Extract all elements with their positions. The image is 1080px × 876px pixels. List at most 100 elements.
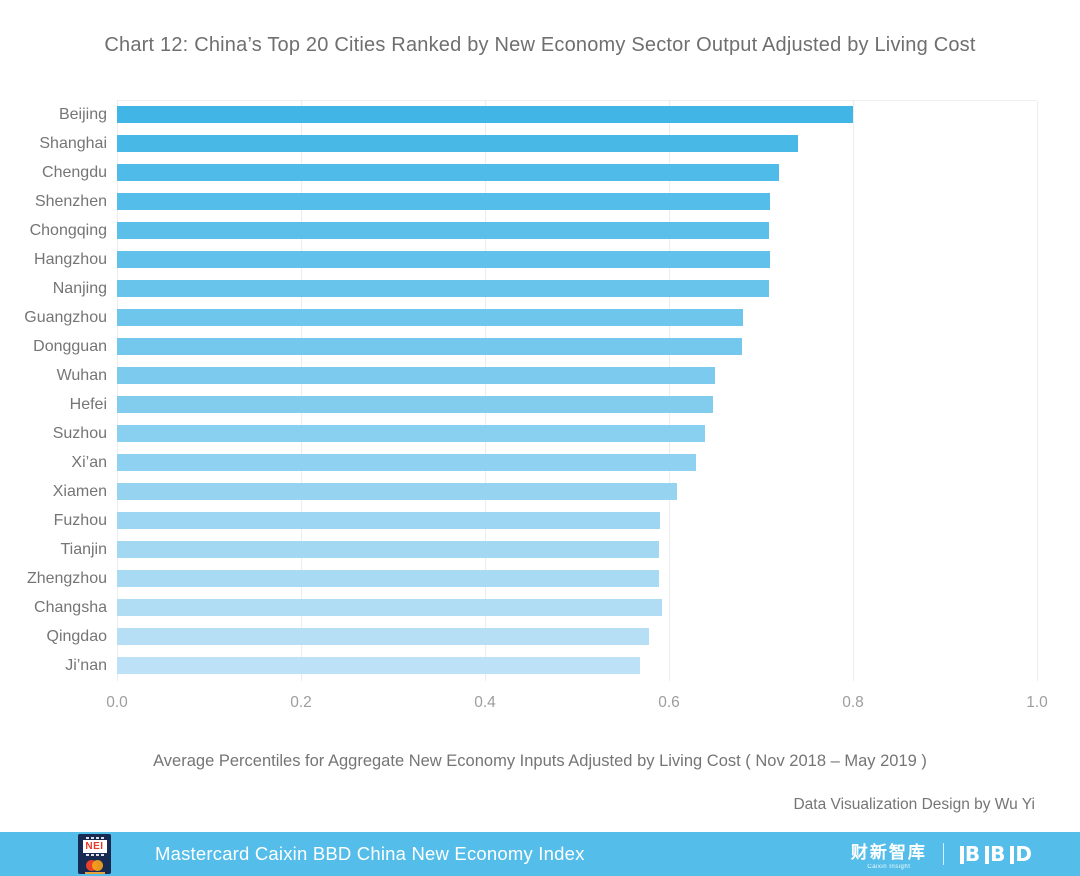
footer-logo-divider (942, 843, 944, 865)
bar-track (117, 599, 1037, 616)
bar-row: Chongqing (0, 216, 1080, 245)
bar-track (117, 280, 1037, 297)
gridline (485, 101, 486, 681)
caixin-insight-logo: 财新智库 Caixin Insight (851, 838, 927, 870)
chart-caption: Average Percentiles for Aggregate New Ec… (153, 752, 927, 770)
bar-row: Nanjing (0, 274, 1080, 303)
bar-track (117, 396, 1037, 413)
bar-row: Changsha (0, 593, 1080, 622)
bar-track (117, 628, 1037, 645)
bar-label: Wuhan (56, 366, 107, 384)
bar-row: Hefei (0, 390, 1080, 419)
bar-label: Beijing (58, 105, 107, 123)
bar-track (117, 425, 1037, 442)
bar-row: Beijing (0, 100, 1080, 129)
bar-label: Qingdao (46, 627, 108, 645)
bbd-logo-letter: B (985, 844, 1005, 864)
bar-track (117, 483, 1037, 500)
nei-logo-text: NEI (82, 840, 107, 853)
bar-track (117, 454, 1037, 471)
bar-label: Xiamen (52, 482, 107, 500)
bar (117, 135, 798, 152)
bar (117, 367, 715, 384)
bar-label: Chengdu (42, 163, 107, 181)
caixin-logo-text: 财新智库 (850, 843, 927, 862)
bar (117, 483, 678, 500)
bar-track (117, 164, 1037, 181)
bar-track (117, 367, 1037, 384)
bar-row: Wuhan (0, 361, 1080, 390)
footer: NEI Mastercard Caixin BBD China New Econ… (0, 832, 1080, 876)
bbd-logo-letter: B (959, 844, 980, 864)
bar-label: Ji’nan (65, 656, 107, 674)
bar-track (117, 541, 1037, 558)
bar-track (117, 570, 1037, 587)
gridline (1037, 101, 1038, 681)
bar-row: Guangzhou (0, 303, 1080, 332)
bar (117, 628, 649, 645)
bar-row: Xi’an (0, 448, 1080, 477)
bar-label: Hangzhou (34, 250, 107, 268)
bar-rows: Beijing Shanghai Chengdu Shenzhen Chongqing H… (0, 100, 1080, 680)
bar (117, 570, 659, 587)
bar-label: Hefei (69, 395, 107, 413)
bar-track (117, 106, 1037, 123)
bar-row: Chengdu (0, 158, 1080, 187)
bar-row: Shenzhen (0, 187, 1080, 216)
bar-label: Zhengzhou (26, 569, 107, 587)
bar (117, 338, 742, 355)
bar-row: Zhengzhou (0, 564, 1080, 593)
bar-label: Fuzhou (53, 511, 107, 529)
caixin-logo-subtext: Caixin Insight (867, 864, 911, 870)
x-tick-label: 0.0 (106, 694, 128, 711)
bar-row: Shanghai (0, 129, 1080, 158)
bar-label: Changsha (34, 598, 107, 616)
bar-label: Xi’an (71, 453, 107, 471)
bar-row: Fuzhou (0, 506, 1080, 535)
bar-label: Dongguan (33, 337, 107, 355)
bar (117, 541, 659, 558)
plot-area (117, 100, 1038, 681)
mastercard-circles-icon (86, 860, 103, 871)
bar-track (117, 309, 1037, 326)
bar (117, 164, 780, 181)
gridline (853, 101, 854, 681)
bar (117, 657, 640, 674)
bar-row: Ji’nan (0, 651, 1080, 680)
bar-track (117, 657, 1037, 674)
bar (117, 396, 714, 413)
bar-track (117, 135, 1037, 152)
bar-row: Suzhou (0, 419, 1080, 448)
bar-track (117, 222, 1037, 239)
nei-logo: NEI (78, 834, 111, 874)
x-tick-label: 0.8 (842, 694, 864, 711)
nei-logo-stripes-top (85, 837, 104, 839)
bar-row: Hangzhou (0, 245, 1080, 274)
bar-track (117, 338, 1037, 355)
gridline (669, 101, 670, 681)
x-tick-label: 1.0 (1026, 694, 1048, 711)
nei-logo-stripes-bottom (85, 854, 104, 856)
chart-title: Chart 12: China’s Top 20 Cities Ranked b… (104, 34, 976, 56)
bar-row: Qingdao (0, 622, 1080, 651)
bar (117, 251, 771, 268)
bar-track (117, 251, 1037, 268)
bar-row: Tianjin (0, 535, 1080, 564)
bar-track (117, 512, 1037, 529)
bar (117, 280, 770, 297)
bar-label: Nanjing (52, 279, 107, 297)
bar-row: Dongguan (0, 332, 1080, 361)
gridline (117, 101, 118, 681)
bar-label: Shenzhen (34, 192, 107, 210)
bar (117, 454, 696, 471)
x-tick-label: 0.6 (658, 694, 680, 711)
bar-label: Guangzhou (24, 308, 107, 326)
bar (117, 425, 705, 442)
bar (117, 193, 771, 210)
x-tick-label: 0.4 (474, 694, 496, 711)
nei-logo-baseline (84, 872, 105, 874)
bbd-logo-letter: D (1010, 844, 1032, 864)
bar-label: Suzhou (52, 424, 107, 442)
